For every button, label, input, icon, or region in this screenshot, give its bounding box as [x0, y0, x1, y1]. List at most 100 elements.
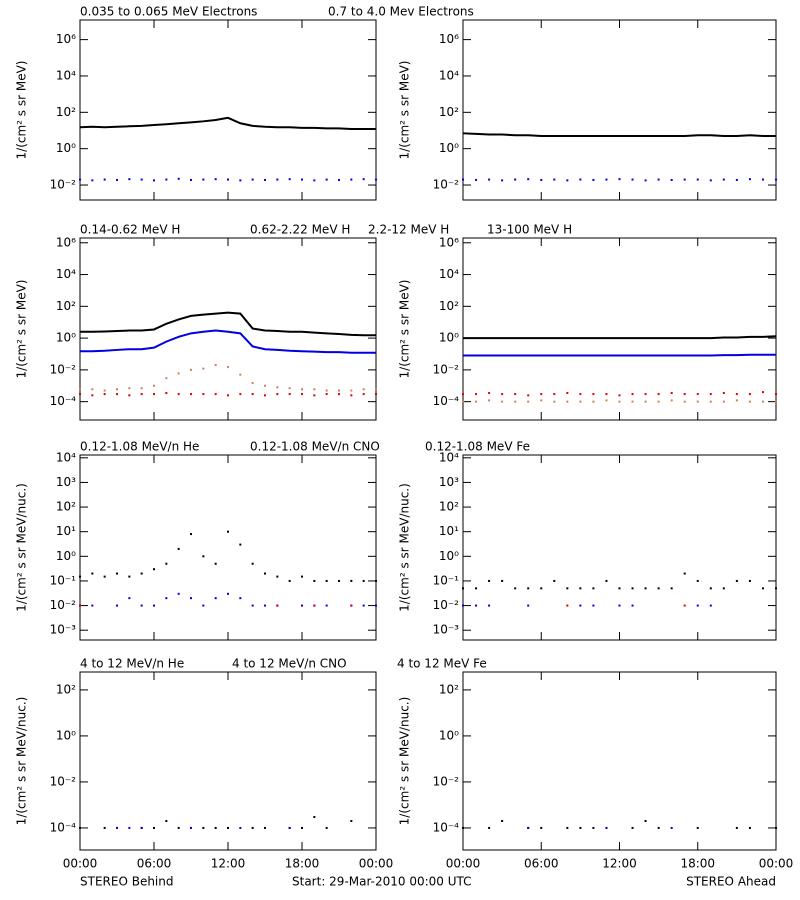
data-point — [605, 579, 608, 582]
data-point — [683, 604, 686, 607]
data-point — [631, 400, 634, 403]
data-point — [128, 387, 131, 390]
y-tick-label: 10⁶ — [56, 32, 76, 46]
data-point — [214, 364, 217, 367]
data-point — [618, 604, 621, 607]
y-tick-label: 10⁴ — [439, 68, 459, 82]
y-tick-label: 10⁶ — [56, 235, 76, 249]
data-point — [540, 826, 543, 829]
data-point — [488, 826, 491, 829]
y-tick-label: 10² — [439, 682, 459, 696]
data-point — [644, 587, 647, 590]
x-tick-label: 00:00 — [759, 857, 794, 871]
data-point — [527, 400, 530, 403]
data-point — [540, 178, 543, 181]
data-point — [553, 178, 556, 181]
data-point — [288, 579, 291, 582]
y-tick-label: 10⁻² — [50, 598, 77, 612]
y-tick-label: 10⁰ — [439, 141, 459, 155]
data-point — [462, 826, 464, 829]
data-point — [644, 393, 647, 396]
data-point — [177, 547, 180, 550]
data-point — [709, 587, 712, 590]
data-point — [735, 178, 738, 181]
data-point — [264, 572, 266, 575]
data-point — [775, 393, 777, 396]
data-point — [683, 572, 686, 575]
data-point — [227, 366, 229, 369]
x-tick-label: 12:00 — [602, 857, 637, 871]
data-point — [488, 399, 491, 402]
data-point — [153, 179, 155, 182]
data-point — [227, 592, 229, 595]
data-point — [501, 393, 504, 396]
data-point — [709, 179, 712, 182]
footer-right: STEREO Ahead — [686, 875, 776, 889]
data-point — [103, 389, 106, 392]
data-point — [748, 393, 751, 396]
data-point — [239, 393, 242, 396]
data-point — [190, 178, 192, 181]
y-tick-label: 10⁴ — [56, 68, 76, 82]
data-point — [475, 400, 478, 403]
data-point — [618, 394, 621, 397]
data-point — [501, 179, 504, 182]
data-point — [91, 179, 94, 182]
data-point — [239, 597, 242, 600]
data-point — [579, 826, 582, 829]
plot-frame — [79, 454, 377, 641]
y-tick-label: 10⁶ — [439, 32, 459, 46]
y-tick-label: 10⁴ — [439, 267, 459, 281]
data-point — [140, 387, 143, 390]
data-point — [214, 597, 217, 600]
legend-label: 4 to 12 MeV/n CNO — [232, 657, 347, 671]
data-point — [103, 575, 106, 578]
data-point — [748, 579, 751, 582]
data-point — [553, 393, 556, 396]
y-tick-label: 10³ — [439, 475, 459, 489]
data-point — [103, 826, 106, 829]
data-point — [375, 178, 377, 181]
data-point — [540, 399, 543, 402]
data-point — [475, 178, 478, 181]
data-point — [153, 826, 155, 829]
data-point — [592, 587, 595, 590]
data-point — [301, 604, 303, 607]
data-point — [709, 393, 712, 396]
data-point — [165, 820, 168, 823]
data-point — [488, 604, 491, 607]
data-point — [527, 826, 530, 829]
data-point — [362, 604, 365, 607]
y-tick-label: 10⁻¹ — [433, 573, 460, 587]
y-tick-label: 10² — [439, 299, 459, 313]
data-point — [350, 604, 353, 607]
y-tick-label: 10¹ — [439, 524, 459, 538]
data-point — [527, 394, 530, 397]
data-point — [264, 394, 266, 397]
data-point — [239, 543, 242, 546]
data-point — [239, 179, 242, 182]
data-point — [202, 604, 205, 607]
data-point — [325, 579, 328, 582]
data-point — [190, 393, 192, 396]
data-point — [313, 579, 316, 582]
data-point — [631, 393, 634, 396]
y-tick-label: 10⁻³ — [433, 623, 460, 637]
data-point — [631, 178, 634, 181]
data-point — [375, 393, 377, 396]
y-tick-label: 10⁰ — [56, 549, 76, 563]
data-point — [514, 400, 517, 403]
series-line — [463, 335, 777, 340]
data-point — [462, 178, 464, 181]
data-point — [761, 400, 764, 403]
y-axis-label: 1/(cm² s sr MeV) — [398, 280, 412, 379]
data-point — [657, 393, 660, 396]
data-point — [375, 604, 377, 607]
data-point — [566, 400, 569, 403]
data-point — [579, 587, 582, 590]
data-point — [91, 388, 94, 391]
data-point — [239, 826, 242, 829]
data-point — [761, 587, 764, 590]
plot-frame — [462, 237, 777, 421]
data-point — [128, 178, 131, 181]
